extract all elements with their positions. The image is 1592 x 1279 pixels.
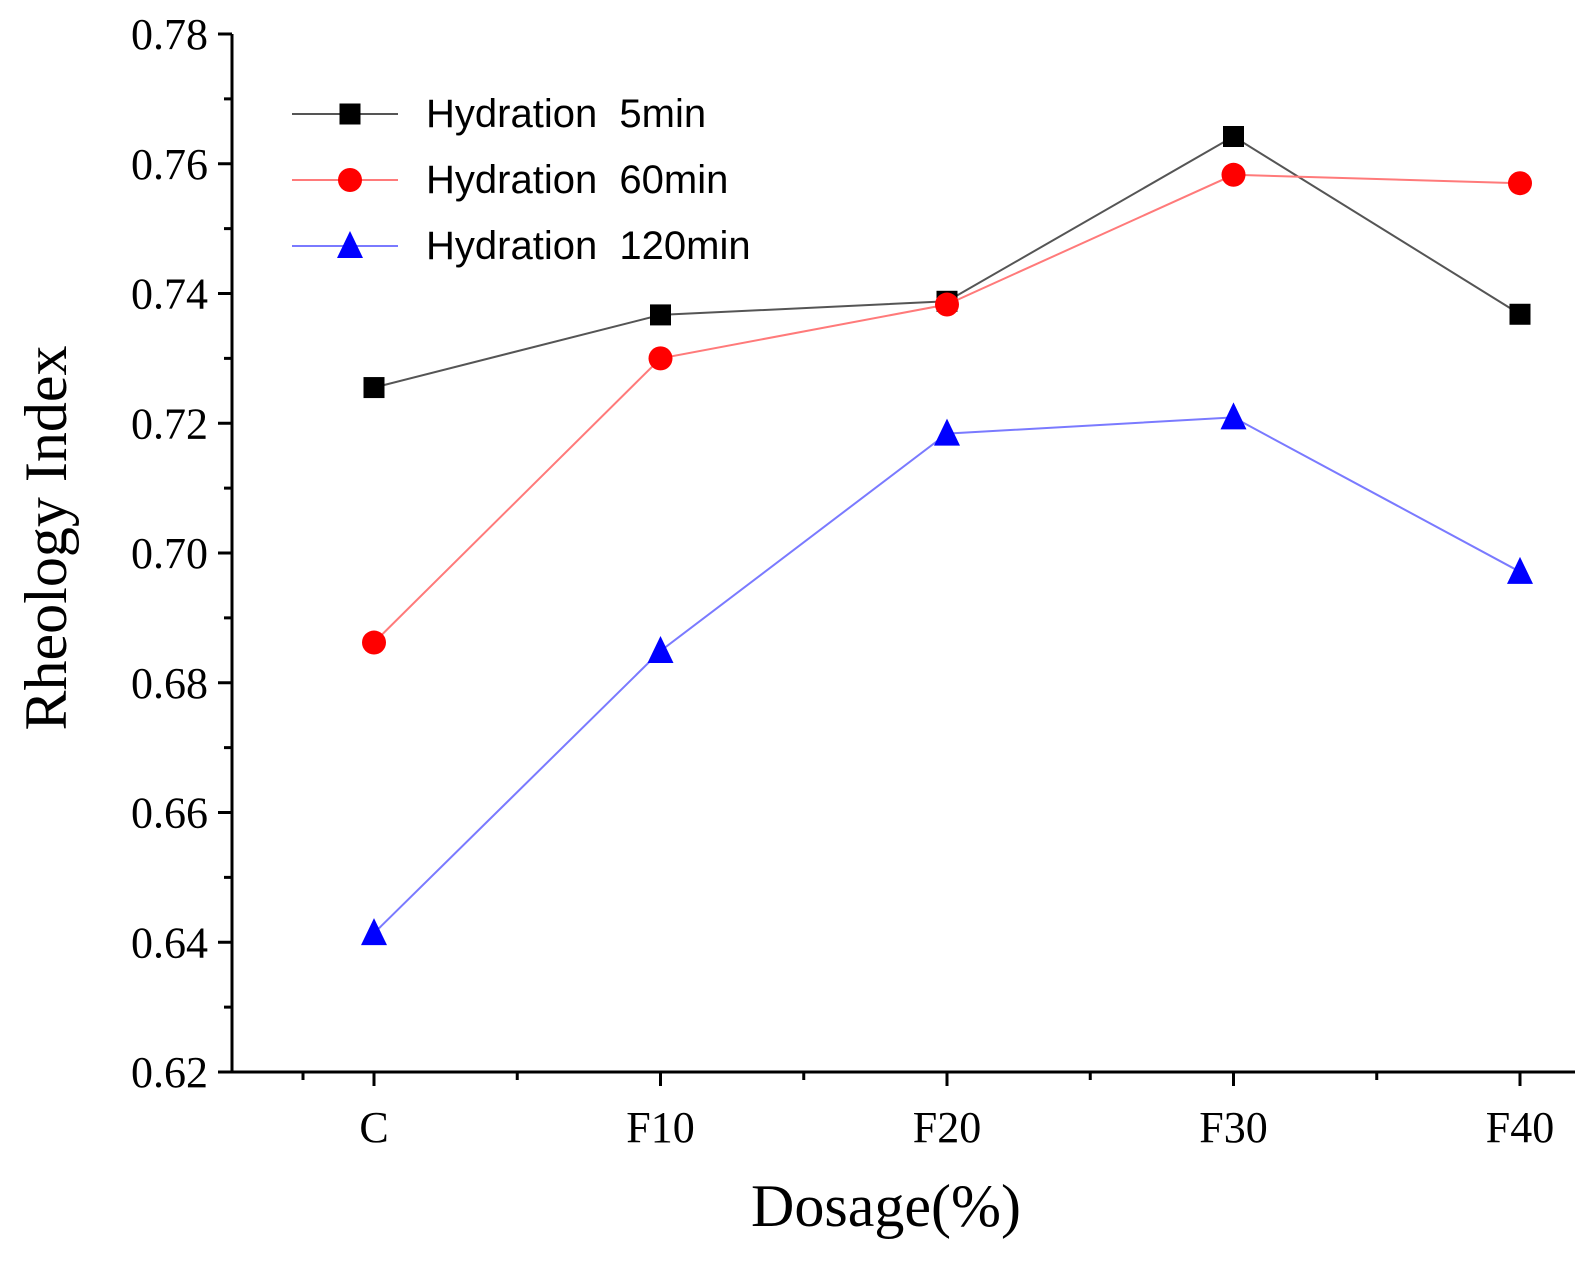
- data-point: [1221, 162, 1246, 187]
- legend-label: Hydration 60min: [426, 158, 728, 202]
- data-point: [648, 346, 673, 371]
- legend-entry: Hydration 120min: [292, 224, 751, 268]
- data-point: [1509, 303, 1531, 325]
- y-tick-label: 0.78: [131, 10, 208, 59]
- y-axis-title: Rheology Index: [13, 346, 79, 731]
- legend-entry: Hydration 60min: [292, 158, 728, 202]
- data-point: [1508, 171, 1532, 196]
- legend-marker: [338, 168, 362, 192]
- y-tick-label: 0.72: [131, 399, 208, 448]
- data-point: [1220, 402, 1247, 430]
- y-tick-label: 0.68: [131, 659, 208, 708]
- x-tick-label: F20: [913, 1103, 981, 1152]
- y-tick-label: 0.64: [131, 918, 208, 967]
- legend: Hydration 5min Hydration 60min Hydration 1…: [292, 92, 751, 268]
- data-point: [1507, 556, 1533, 584]
- data-point: [1223, 126, 1244, 148]
- legend-marker: [337, 231, 363, 258]
- legend-entry: Hydration 5min: [292, 92, 706, 136]
- x-tick-label: F30: [1199, 1103, 1267, 1152]
- y-tick-label: 0.70: [131, 529, 208, 578]
- series-layer: [361, 126, 1533, 946]
- y-tick-label: 0.62: [131, 1048, 208, 1097]
- y-tick-label: 0.76: [131, 140, 208, 189]
- x-tick-label: F40: [1486, 1103, 1554, 1152]
- data-point: [362, 630, 386, 655]
- legend-label: Hydration 5min: [426, 92, 706, 136]
- axes: 0.62 0.64 0.66 0.68 0.70 0.72 0.74 0.76 0.78 C F10…: [131, 10, 1575, 1152]
- legend-label: Hydration 120min: [426, 224, 751, 268]
- x-tick-label: F10: [626, 1103, 694, 1152]
- y-tick-label: 0.74: [131, 270, 208, 319]
- data-point: [647, 635, 674, 663]
- y-tick-label: 0.66: [131, 789, 208, 838]
- data-point: [934, 418, 960, 446]
- data-point: [361, 918, 387, 946]
- data-point: [935, 292, 959, 317]
- x-axis-title: Dosage(%): [751, 1173, 1021, 1239]
- series-3: [361, 402, 1533, 946]
- data-point: [363, 377, 385, 399]
- series-line: [373, 416, 1521, 934]
- legend-marker: [339, 103, 361, 125]
- x-tick-label: C: [359, 1103, 388, 1152]
- data-point: [650, 304, 671, 326]
- series-2: [362, 162, 1532, 655]
